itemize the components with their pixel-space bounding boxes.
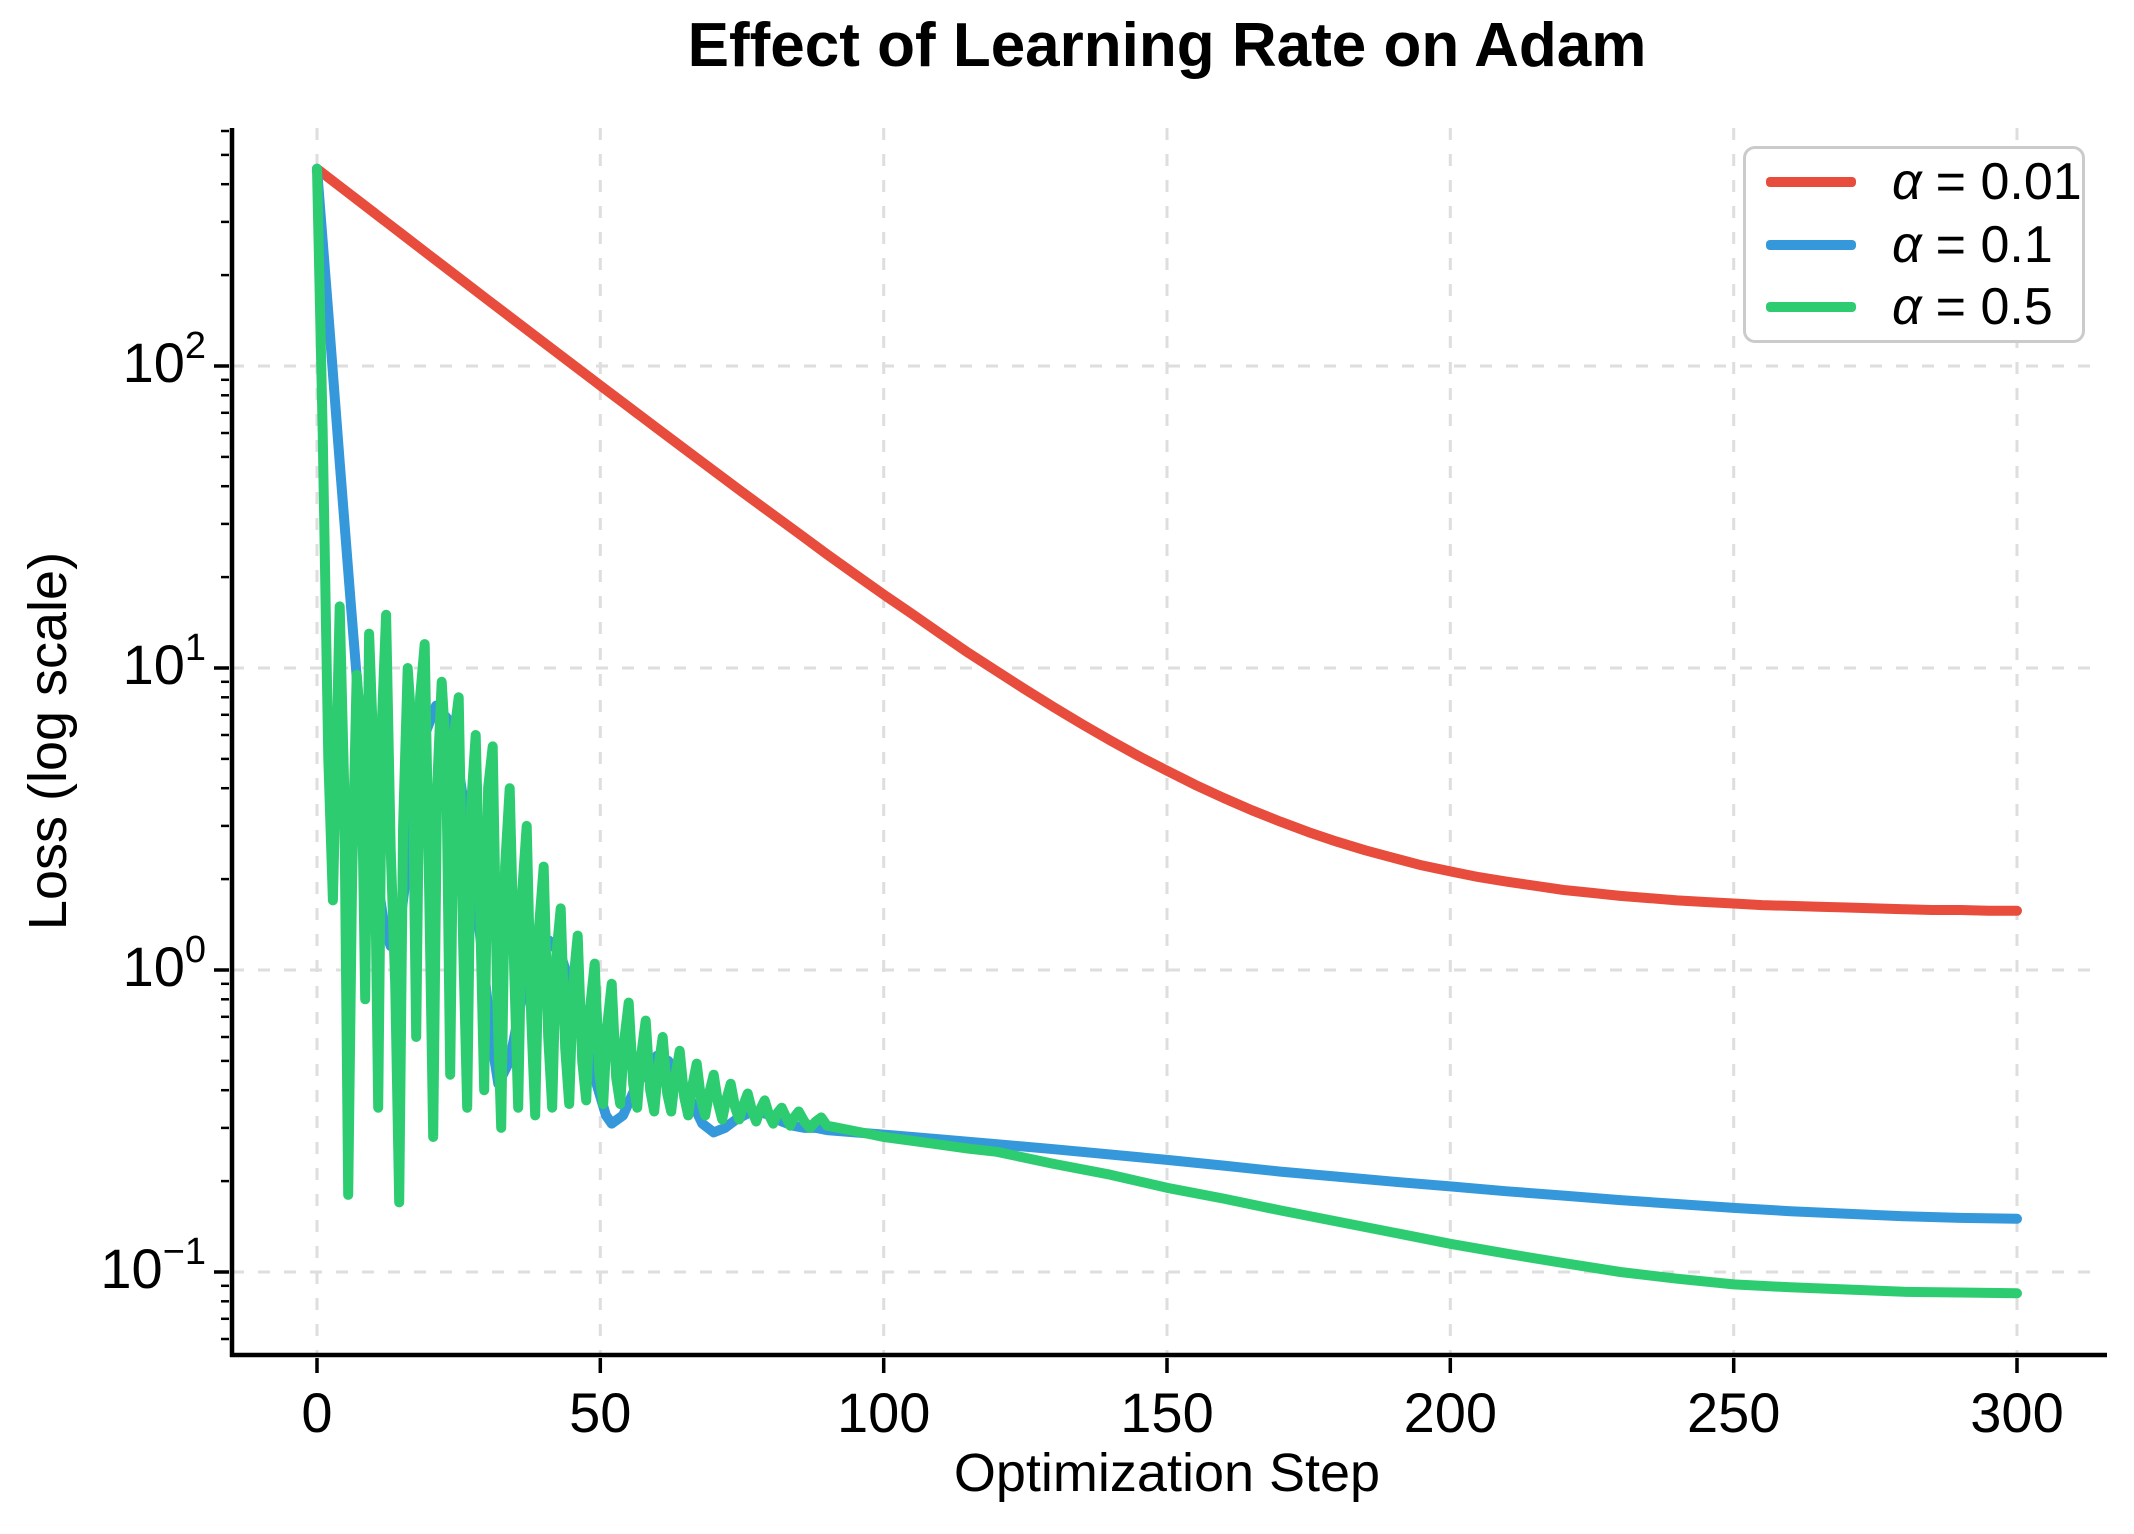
alpha-symbol: α [1892,152,1922,211]
legend-value: = 0.01 [1935,152,2082,211]
legend-item-alpha-0.5: α = 0.5 [1746,277,2082,337]
x-tick-label: 150 [1120,1381,1213,1444]
x-axis-label: Optimization Step [953,1443,1381,1503]
legend-value: = 0.5 [1935,278,2053,337]
legend-line-swatch-blue [1766,239,1856,250]
legend-label: α = 0.1 [1892,215,2053,275]
legend-value: = 0.1 [1935,215,2053,274]
alpha-symbol: α [1892,215,1922,274]
x-tick-label: 300 [1970,1381,2063,1444]
y-tick-label: 102 [123,325,206,394]
loss-curve-1 [312,163,2022,916]
chart-title: Effect of Learning Rate on Adam [687,11,1647,80]
x-tick-label: 200 [1404,1381,1497,1444]
legend-item-alpha-0.01: α = 0.01 [1746,152,2082,212]
x-tick-label: 50 [569,1381,631,1444]
legend-item-alpha-0.1: α = 0.1 [1746,215,2082,275]
y-tick-label: 101 [123,627,206,696]
loss-curve-3 [312,163,2022,1299]
y-tick-label: 100 [123,929,206,998]
legend: α = 0.01 α = 0.1 α = 0.5 [1743,146,2085,343]
alpha-symbol: α [1892,278,1922,337]
legend-label: α = 0.01 [1892,152,2082,212]
x-tick-label: 0 [301,1381,332,1444]
legend-label: α = 0.5 [1892,277,2053,337]
y-tick-label: 10−1 [100,1231,206,1300]
x-tick-label: 100 [837,1381,930,1444]
x-tick-label: 250 [1687,1381,1780,1444]
legend-line-swatch-red [1766,176,1856,187]
y-axis-label: Loss (log scale) [18,551,78,931]
legend-line-swatch-green [1766,302,1856,313]
